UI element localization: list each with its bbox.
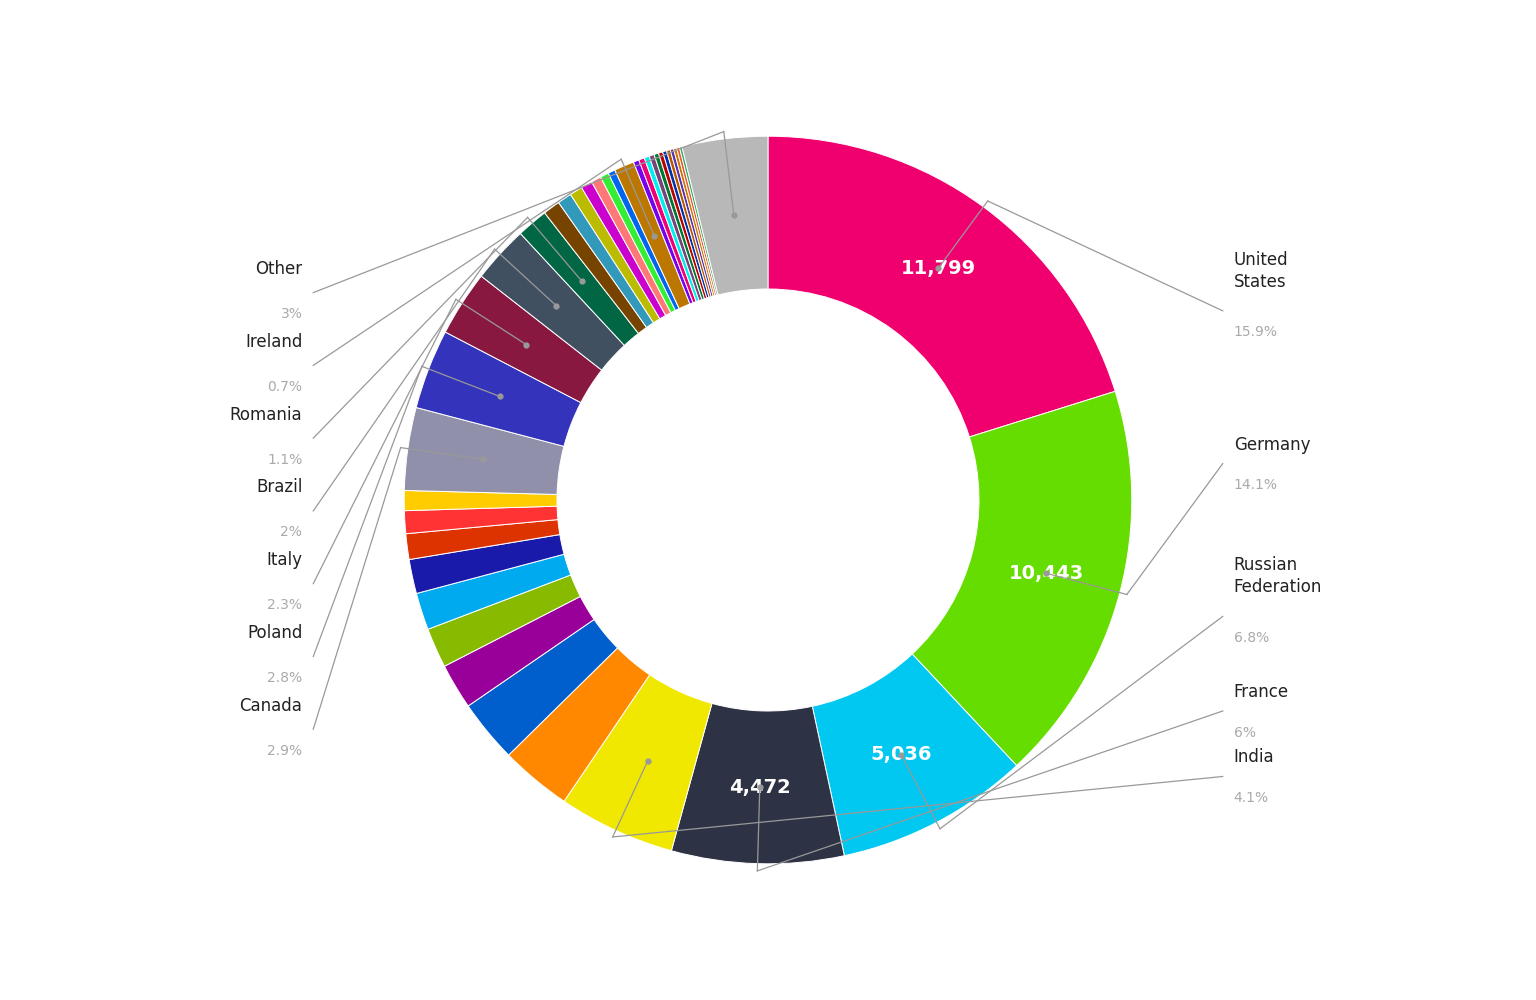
Wedge shape (912, 391, 1132, 766)
Text: France: France (1233, 683, 1289, 701)
Wedge shape (679, 147, 717, 295)
Wedge shape (662, 151, 710, 298)
Wedge shape (404, 490, 558, 511)
Text: India: India (1233, 748, 1275, 766)
Wedge shape (591, 177, 671, 315)
Wedge shape (445, 276, 602, 403)
Text: Romania: Romania (230, 406, 303, 424)
Wedge shape (416, 332, 581, 446)
Wedge shape (671, 703, 845, 864)
Wedge shape (406, 520, 559, 560)
Text: 2.8%: 2.8% (267, 671, 303, 685)
Wedge shape (559, 194, 653, 327)
Text: 5,036: 5,036 (871, 745, 932, 764)
Text: 3%: 3% (281, 307, 303, 321)
Wedge shape (409, 535, 564, 593)
Text: 15.9%: 15.9% (1233, 325, 1278, 339)
Text: 2%: 2% (281, 525, 303, 539)
Text: 2.9%: 2.9% (267, 744, 303, 758)
Wedge shape (644, 156, 699, 302)
Wedge shape (682, 136, 768, 295)
Wedge shape (521, 213, 639, 345)
Wedge shape (676, 147, 717, 296)
Text: Italy: Italy (266, 551, 303, 569)
Wedge shape (444, 596, 594, 706)
Wedge shape (813, 654, 1017, 856)
Wedge shape (601, 173, 676, 313)
Text: Russian
Federation: Russian Federation (1233, 556, 1322, 596)
Wedge shape (570, 188, 660, 323)
Wedge shape (659, 152, 707, 299)
Wedge shape (654, 153, 705, 300)
Text: Other: Other (255, 260, 303, 278)
Text: 0.7%: 0.7% (267, 380, 303, 394)
Text: Ireland: Ireland (244, 333, 303, 351)
Text: Brazil: Brazil (257, 478, 303, 496)
Wedge shape (404, 407, 564, 494)
Text: Germany: Germany (1233, 436, 1310, 454)
Text: 4.1%: 4.1% (1233, 791, 1269, 805)
Wedge shape (416, 554, 571, 629)
Wedge shape (667, 150, 711, 297)
Text: 10,443: 10,443 (1008, 564, 1083, 583)
Wedge shape (545, 203, 647, 333)
Text: 4,472: 4,472 (730, 778, 791, 797)
Wedge shape (508, 648, 650, 801)
Wedge shape (633, 160, 693, 304)
Wedge shape (582, 182, 665, 319)
Wedge shape (650, 155, 702, 301)
Wedge shape (564, 675, 713, 851)
Wedge shape (768, 136, 1115, 437)
Wedge shape (429, 575, 581, 666)
Text: 6.8%: 6.8% (1233, 631, 1269, 645)
Wedge shape (404, 506, 558, 534)
Text: 11,799: 11,799 (900, 259, 975, 278)
Text: 1.1%: 1.1% (267, 453, 303, 467)
Text: Canada: Canada (240, 697, 303, 715)
Text: 2.3%: 2.3% (267, 598, 303, 612)
Wedge shape (614, 162, 690, 309)
Wedge shape (673, 148, 714, 296)
Text: United
States: United States (1233, 251, 1289, 291)
Text: Poland: Poland (247, 624, 303, 642)
Wedge shape (639, 158, 696, 303)
Wedge shape (608, 170, 679, 310)
Text: 14.1%: 14.1% (1233, 478, 1278, 492)
Wedge shape (468, 619, 617, 755)
Wedge shape (481, 233, 624, 370)
Wedge shape (670, 149, 713, 297)
Text: 6%: 6% (1233, 726, 1255, 740)
